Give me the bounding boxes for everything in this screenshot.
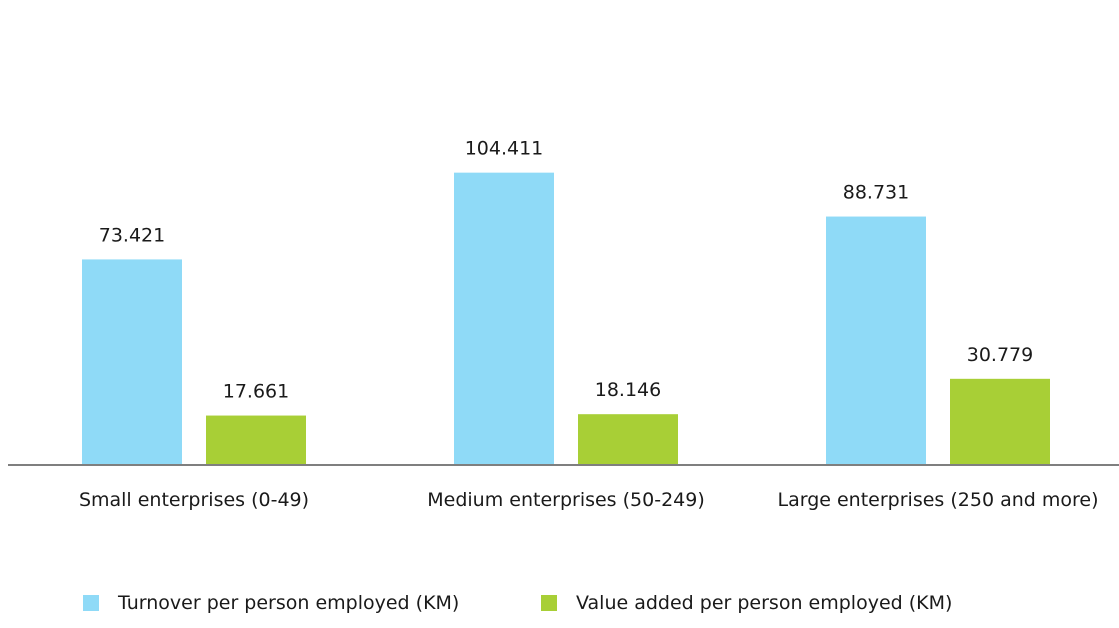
legend-item-value-added: Value added per person employed (KM) (541, 592, 952, 614)
data-label-value-added-1: 18.146 (595, 379, 661, 401)
data-label-turnover-0: 73.421 (99, 224, 165, 246)
data-label-turnover-2: 88.731 (843, 182, 909, 204)
data-label-value-added-2: 30.779 (967, 344, 1033, 366)
legend: Turnover per person employed (KM) Value a… (83, 592, 952, 614)
bar-turnover-2 (826, 216, 926, 465)
legend-swatch-turnover (83, 595, 99, 611)
category-labels-group: Small enterprises (0-49) Medium enterpris… (79, 489, 1099, 511)
category-label-0: Small enterprises (0-49) (79, 489, 309, 511)
legend-swatch-value-added (541, 595, 557, 611)
data-labels-group: 73.421 17.661 104.411 18.146 88.731 30.779 (99, 138, 1033, 403)
legend-item-turnover: Turnover per person employed (KM) (83, 592, 459, 614)
legend-label-turnover: Turnover per person employed (KM) (117, 592, 459, 614)
bar-value-added-1 (578, 414, 678, 465)
category-label-2: Large enterprises (250 and more) (778, 489, 1099, 511)
bar-value-added-0 (206, 415, 306, 465)
bars-group (82, 172, 1050, 465)
bar-turnover-1 (454, 172, 554, 465)
data-label-value-added-0: 17.661 (223, 381, 289, 403)
bar-value-added-2 (950, 378, 1050, 465)
bar-turnover-0 (82, 259, 182, 465)
data-label-turnover-1: 104.411 (465, 138, 544, 160)
legend-label-value-added: Value added per person employed (KM) (576, 592, 952, 614)
category-label-1: Medium enterprises (50-249) (427, 489, 705, 511)
